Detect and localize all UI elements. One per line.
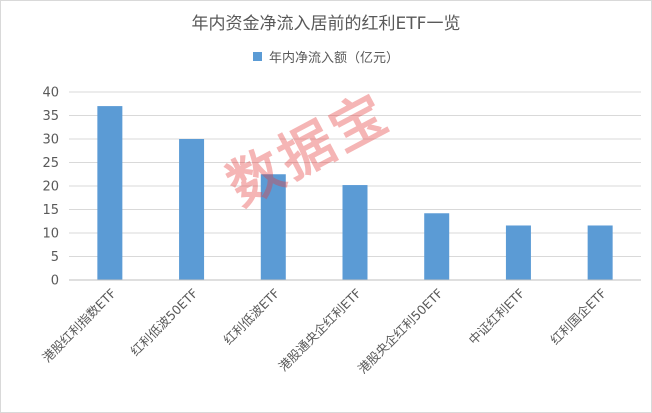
- y-tick-label: 25: [42, 156, 59, 171]
- legend: 年内净流入额（亿元）: [1, 47, 651, 66]
- legend-label: 年内净流入额（亿元）: [268, 51, 399, 66]
- y-tick-label: 5: [51, 250, 59, 265]
- bars: [97, 106, 613, 280]
- y-tick-label: 30: [42, 133, 59, 148]
- legend-swatch: [252, 52, 262, 61]
- x-axis-ticks: 港股红利指数ETF 红利低波50ETF 红利低波ETF港股通央企红利ETF港股央企红…: [39, 286, 609, 377]
- y-axis-ticks: 0 5 10 15 20 25 30 35 40: [42, 86, 59, 289]
- y-tick-label: 40: [42, 86, 59, 101]
- x-tick-label: 港股红利指数ETF: [39, 286, 119, 366]
- y-tick-label: 10: [42, 227, 59, 242]
- x-tick-label: 红利低波ETF: [220, 286, 282, 348]
- x-tick-label: 港股央企红利50ETF: [355, 286, 446, 377]
- x-tick-label: 港股通央企红利ETF: [276, 286, 365, 375]
- x-tick-label: 红利国企ETF: [547, 286, 609, 348]
- y-tick-label: 0: [51, 274, 59, 289]
- y-tick-label: 35: [42, 109, 59, 124]
- bar: [179, 139, 205, 280]
- bar: [260, 174, 286, 280]
- bar: [97, 106, 123, 280]
- bar: [342, 185, 368, 280]
- bar: [505, 225, 531, 280]
- chart-title: 年内资金净流入居前的红利ETF一览: [191, 14, 461, 34]
- x-tick-label: 中证红利ETF: [466, 286, 528, 348]
- y-tick-label: 15: [42, 203, 59, 218]
- x-tick-label: 红利低波50ETF: [127, 286, 200, 359]
- bar: [587, 225, 613, 280]
- bar: [424, 213, 450, 280]
- y-tick-label: 20: [42, 180, 59, 195]
